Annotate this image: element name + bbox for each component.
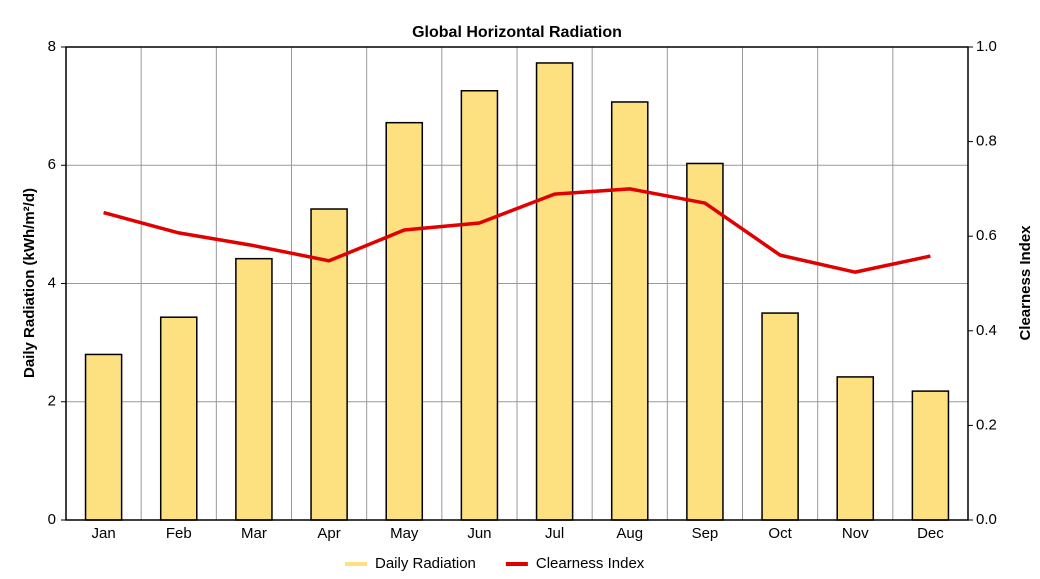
y2-tick-label: 1.0 bbox=[976, 38, 997, 55]
y-tick-label: 8 bbox=[48, 38, 56, 55]
bar bbox=[310, 208, 348, 521]
x-tick-label: Mar bbox=[241, 525, 267, 542]
bar bbox=[911, 390, 950, 521]
y2-tick-label: 0.4 bbox=[976, 322, 997, 339]
y2-tick-label: 0.2 bbox=[976, 416, 997, 433]
x-tick-label: Sep bbox=[692, 525, 719, 542]
y2-axis-title: Clearness Index bbox=[1017, 225, 1034, 341]
chart-title: Global Horizontal Radiation bbox=[412, 24, 622, 41]
y-axis-title: Daily Radiation (kWh/m²/d) bbox=[21, 188, 38, 378]
y2-tick-label: 0.0 bbox=[976, 511, 997, 528]
x-tick-label: Dec bbox=[917, 525, 944, 542]
bar bbox=[84, 353, 123, 521]
y-tick-label: 0 bbox=[48, 511, 56, 528]
bar bbox=[235, 257, 273, 521]
bar bbox=[460, 90, 499, 521]
x-tick-label: Aug bbox=[616, 525, 643, 542]
line bbox=[103, 187, 931, 274]
x-tick-label: Feb bbox=[166, 525, 192, 542]
plot-border bbox=[65, 46, 969, 521]
bar bbox=[610, 101, 649, 521]
x-tick-label: Jun bbox=[467, 525, 491, 542]
x-tick-label: Jul bbox=[545, 525, 564, 542]
bar bbox=[836, 376, 875, 521]
bar bbox=[686, 162, 724, 521]
y2-tick-label: 0.8 bbox=[976, 133, 997, 150]
x-tick-label: Nov bbox=[842, 525, 869, 542]
y-tick-label: 4 bbox=[48, 274, 56, 291]
bar bbox=[535, 62, 574, 521]
y2-tick-label: 0.6 bbox=[976, 227, 997, 244]
legend-label: Daily Radiation bbox=[375, 555, 476, 572]
y-tick-label: 2 bbox=[48, 393, 56, 410]
x-tick-label: Apr bbox=[317, 525, 340, 542]
y-tick-label: 6 bbox=[48, 156, 56, 173]
x-tick-label: Jan bbox=[91, 525, 115, 542]
x-tick-label: May bbox=[390, 525, 419, 542]
bar bbox=[761, 312, 799, 521]
legend-label: Clearness Index bbox=[536, 555, 645, 572]
bar bbox=[385, 121, 424, 521]
bar bbox=[159, 316, 198, 521]
x-tick-label: Oct bbox=[768, 525, 792, 542]
